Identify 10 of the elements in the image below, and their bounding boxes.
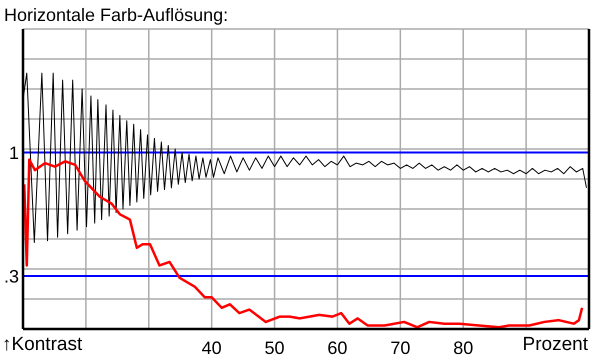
x-tick-label: 40 xyxy=(202,338,222,358)
chart-title: Horizontale Farb-Auflösung: xyxy=(4,4,228,26)
x-tick-label: 80 xyxy=(453,338,474,358)
y-axis-title: ↑Kontrast xyxy=(2,334,82,356)
x-tick-label: 70 xyxy=(390,338,410,358)
x-axis-title: Prozent xyxy=(522,334,588,356)
x-tick-label: 50 xyxy=(264,338,285,358)
ref-line-label: 1 xyxy=(8,142,19,163)
ref-line-label: .3 xyxy=(4,266,19,286)
x-tick-label: 60 xyxy=(327,338,348,358)
